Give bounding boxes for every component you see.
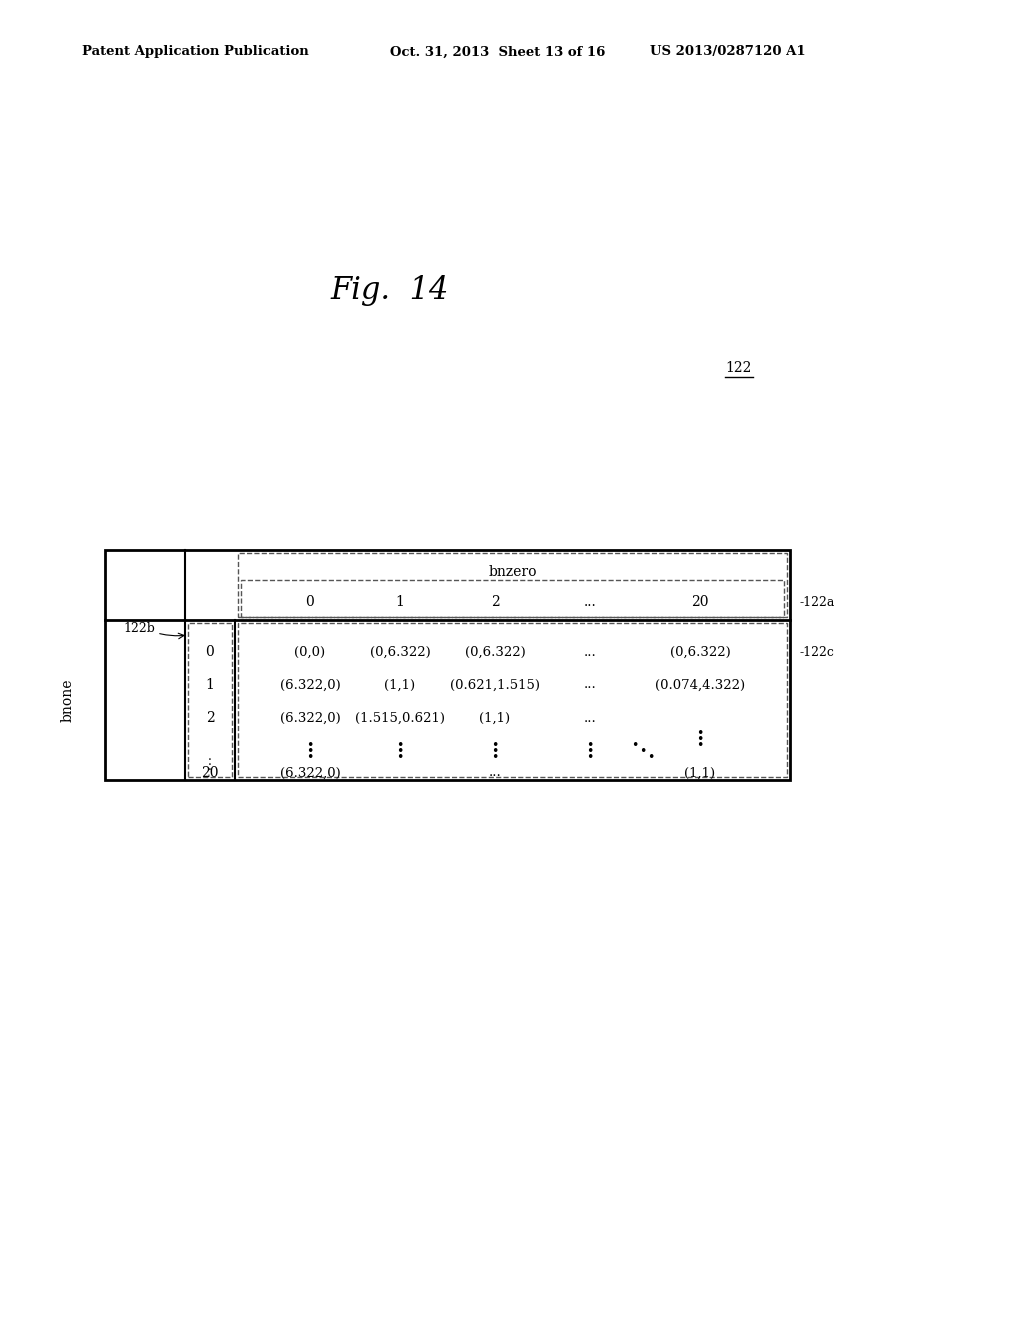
Text: bnzero: bnzero: [488, 565, 537, 579]
Text: •: •: [396, 739, 403, 752]
Text: .: .: [208, 760, 212, 774]
Text: US 2013/0287120 A1: US 2013/0287120 A1: [650, 45, 806, 58]
Bar: [105, 550, 790, 780]
Text: Fig.  14: Fig. 14: [331, 275, 450, 305]
Text: ...: ...: [584, 595, 596, 609]
Bar: [238, 553, 787, 616]
Text: 20: 20: [202, 766, 219, 780]
Text: (6.322,0): (6.322,0): [280, 767, 340, 780]
Text: ...: ...: [584, 678, 596, 692]
Text: bnone: bnone: [61, 678, 75, 722]
Text: •: •: [396, 751, 403, 764]
Text: (6.322,0): (6.322,0): [280, 678, 340, 692]
Text: •: •: [492, 751, 499, 764]
Text: -122c: -122c: [799, 645, 834, 659]
Text: •: •: [492, 746, 499, 759]
Bar: [188, 623, 232, 777]
Text: (1,1): (1,1): [684, 767, 716, 780]
Bar: [241, 579, 784, 616]
Text: .: .: [208, 755, 212, 768]
Text: (0,6.322): (0,6.322): [370, 645, 430, 659]
Text: •: •: [696, 727, 703, 741]
Text: •: •: [396, 746, 403, 759]
Text: 2: 2: [206, 711, 214, 725]
Text: •: •: [587, 751, 594, 764]
Text: 1: 1: [395, 595, 404, 609]
Text: (0,6.322): (0,6.322): [670, 645, 730, 659]
Text: (0,0): (0,0): [295, 645, 326, 659]
Text: (0,6.322): (0,6.322): [465, 645, 525, 659]
Text: •: •: [306, 746, 313, 759]
Text: 0: 0: [206, 645, 214, 659]
Text: 122b: 122b: [123, 622, 155, 635]
Text: •: •: [696, 739, 703, 752]
Text: (0.074,4.322): (0.074,4.322): [655, 678, 745, 692]
Text: 20: 20: [691, 595, 709, 609]
Text: (1.515,0.621): (1.515,0.621): [355, 711, 445, 725]
Text: •: •: [647, 751, 654, 764]
Text: .: .: [208, 750, 212, 763]
Text: •: •: [587, 739, 594, 752]
Text: •: •: [639, 746, 647, 759]
Text: Patent Application Publication: Patent Application Publication: [82, 45, 309, 58]
Text: (0.621,1.515): (0.621,1.515): [450, 678, 540, 692]
Text: •: •: [306, 751, 313, 764]
Text: 2: 2: [490, 595, 500, 609]
Text: (1,1): (1,1): [384, 678, 416, 692]
Text: 122: 122: [725, 360, 752, 375]
Text: 0: 0: [305, 595, 314, 609]
Text: ...: ...: [584, 645, 596, 659]
Text: ...: ...: [584, 711, 596, 725]
Text: •: •: [696, 734, 703, 747]
Text: Oct. 31, 2013  Sheet 13 of 16: Oct. 31, 2013 Sheet 13 of 16: [390, 45, 605, 58]
Text: 1: 1: [206, 678, 214, 692]
Text: ...: ...: [488, 767, 502, 780]
Text: (6.322,0): (6.322,0): [280, 711, 340, 725]
Text: -122a: -122a: [799, 595, 835, 609]
Bar: [238, 623, 787, 777]
Text: •: •: [492, 739, 499, 752]
Text: •: •: [587, 746, 594, 759]
Text: •: •: [632, 739, 639, 752]
Text: (1,1): (1,1): [479, 711, 511, 725]
Text: •: •: [306, 739, 313, 752]
